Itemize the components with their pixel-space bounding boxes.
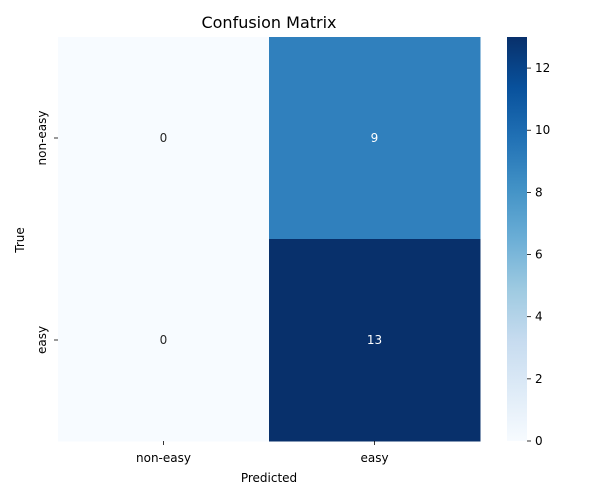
cell-value-r1-c1: 13 (367, 333, 382, 347)
cell-value-r0-c0: 0 (160, 131, 168, 145)
x-tick-label-0: non-easy (136, 451, 191, 465)
heatmap-cell-r1-c1 (269, 239, 481, 442)
colorbar-tick-label-3: 6 (535, 248, 543, 262)
colorbar-tick-label-5: 10 (535, 123, 550, 137)
cell-value-r1-c0: 0 (160, 333, 168, 347)
colorbar-gradient (507, 37, 527, 441)
x-axis-label: Predicted (241, 471, 297, 485)
colorbar-tick-label-1: 2 (535, 372, 543, 386)
colorbar-tick-label-6: 12 (535, 61, 550, 75)
y-tick-label-0: non-easy (35, 111, 49, 166)
heatmap-cell-r1-c0 (58, 239, 270, 442)
colorbar: 0 2 4 6 8 10 12 (507, 37, 550, 448)
y-tick-label-1: easy (35, 326, 49, 354)
colorbar-tick-label-0: 0 (535, 434, 543, 448)
heatmap-cells: 0 9 0 13 (58, 37, 481, 442)
heatmap-axes: non-easy easy non-easy easy (35, 111, 389, 465)
chart-title: Confusion Matrix (201, 13, 336, 32)
x-tick-label-1: easy (360, 451, 388, 465)
heatmap-cell-r0-c0 (58, 37, 270, 240)
cell-value-r0-c1: 9 (371, 131, 379, 145)
heatmap-cell-r0-c1 (269, 37, 481, 240)
colorbar-tick-label-4: 8 (535, 185, 543, 199)
y-axis-label: True (13, 227, 27, 254)
colorbar-tick-label-2: 4 (535, 310, 543, 324)
